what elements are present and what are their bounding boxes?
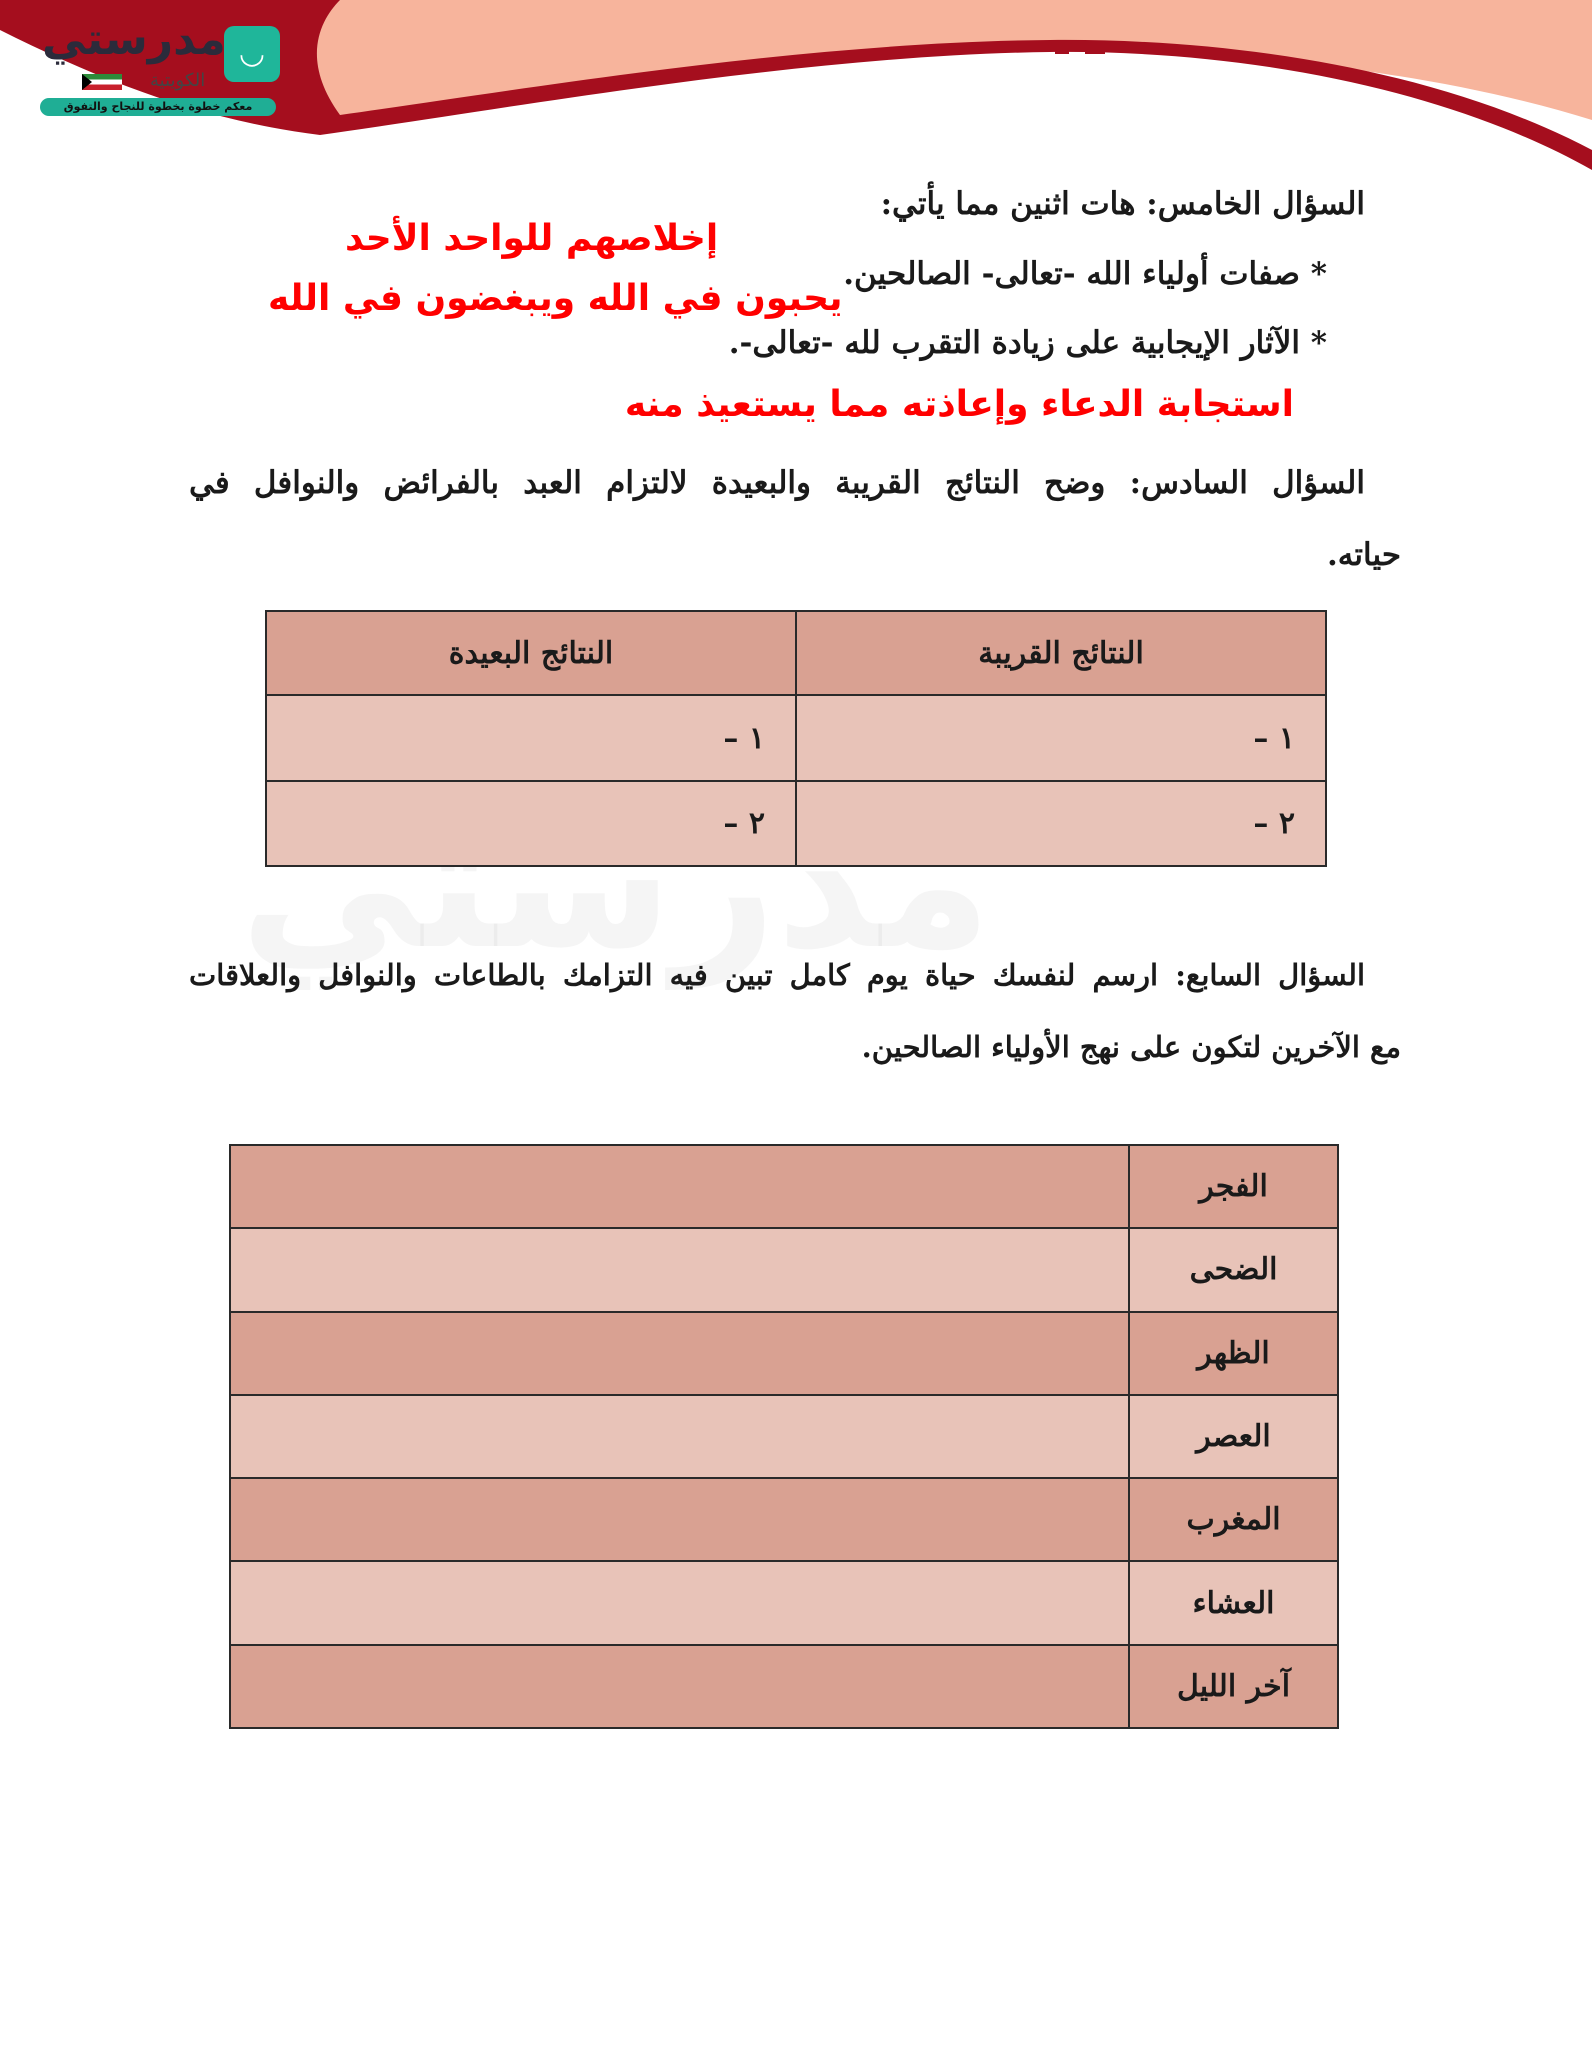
header-far-results: النتائج البعيدة	[265, 610, 797, 696]
time-label: العشاء	[1128, 1560, 1339, 1646]
q5-answer-2: استجابة الدعاء وإعاذته مما يستعيذ منه	[624, 384, 1294, 425]
schedule-cell[interactable]	[229, 1310, 1130, 1396]
q5-title: السؤال الخامس: هات اثنين مما يأتي:	[880, 186, 1365, 222]
daily-schedule-table: الفجر الضحى الظهر العصر المغرب العشاء آخ…	[229, 1143, 1339, 1730]
q6-title-line2: حياته.	[1326, 537, 1401, 573]
schedule-cell[interactable]	[229, 1227, 1130, 1313]
results-table: النتائج القريبة النتائج البعيدة ١ – ١ – …	[265, 610, 1327, 867]
far-result-1[interactable]: ١ –	[265, 694, 797, 782]
time-label: الضحى	[1128, 1227, 1339, 1313]
near-result-2[interactable]: ٢ –	[795, 780, 1327, 867]
time-label: المغرب	[1128, 1477, 1339, 1563]
logo-tagline: معكم خطوة بخطوة للنجاح والتفوق	[40, 98, 276, 116]
schedule-cell[interactable]	[229, 1643, 1130, 1730]
time-label: الظهر	[1128, 1310, 1339, 1396]
time-label: العصر	[1128, 1393, 1339, 1480]
q7-title-line1: السؤال السابع: ارسم لنفسك حياة يوم كامل …	[189, 958, 1365, 992]
madrasati-logo: مدرستي الكويتية ◡ معكم خطوة بخطوة للنجاح…	[30, 14, 290, 124]
kuwait-flag-icon	[82, 74, 122, 90]
logo-subtitle: الكويتية	[150, 70, 206, 91]
time-label: الفجر	[1128, 1143, 1339, 1230]
header-banner	[0, 0, 1592, 180]
logo-name: مدرستي	[42, 14, 226, 65]
schedule-cell[interactable]	[229, 1143, 1130, 1230]
q6-title-line1: السؤال السادس: وضح النتائج القريبة والبع…	[189, 465, 1365, 501]
near-result-1[interactable]: ١ –	[795, 694, 1327, 782]
smiley-book-icon: ◡	[224, 26, 280, 82]
q5-bullet-2: * الآثار الإيجابية على زيادة التقرب لله …	[728, 325, 1327, 361]
schedule-cell[interactable]	[229, 1393, 1130, 1480]
schedule-cell[interactable]	[229, 1477, 1130, 1563]
far-result-2[interactable]: ٢ –	[265, 780, 797, 867]
schedule-cell[interactable]	[229, 1560, 1130, 1646]
q5-answer-1a: إخلاصهم للواحد الأحد	[345, 218, 719, 259]
header-near-results: النتائج القريبة	[795, 610, 1327, 696]
time-label: آخر الليل	[1128, 1643, 1339, 1730]
q7-title-line2: مع الآخرين لتكون على نهج الأولياء الصالح…	[861, 1030, 1401, 1064]
q5-bullet-1: * صفات أولياء الله -تعالى- الصالحين.	[843, 256, 1327, 292]
q5-answer-1b: يحبون في الله ويبغضون في الله	[268, 278, 843, 319]
